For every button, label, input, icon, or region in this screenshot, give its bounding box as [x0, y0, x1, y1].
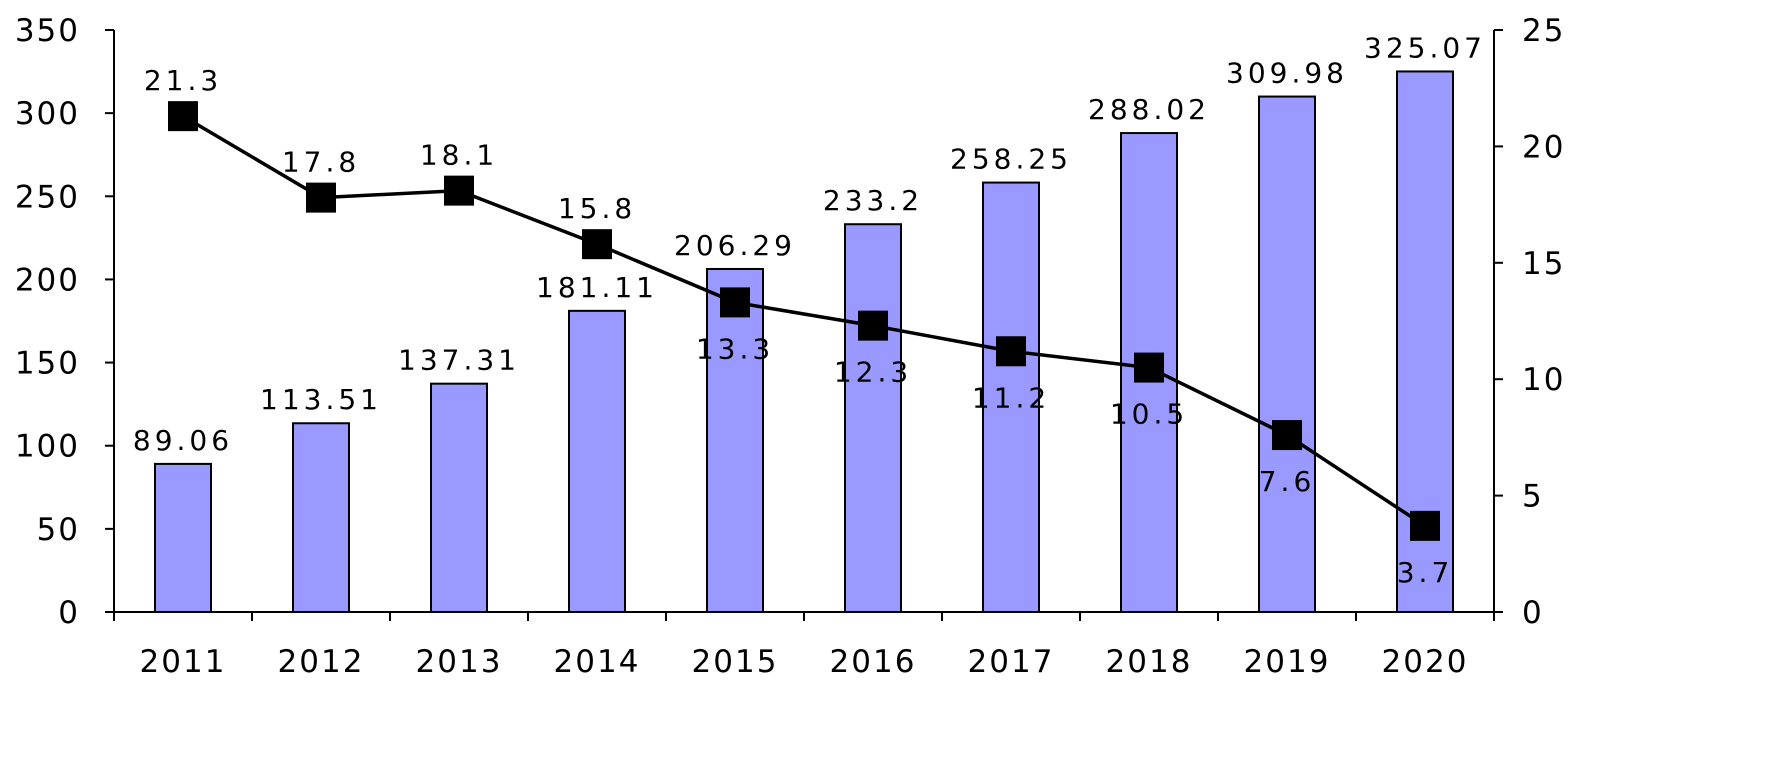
line-label-2016: 12.3 [834, 356, 912, 389]
line-label-2014: 15.8 [558, 192, 636, 225]
left-tick-label-50: 50 [37, 512, 80, 548]
bar-label-2020: 325.07 [1364, 31, 1486, 64]
x-tick-label-2017: 2017 [968, 644, 1055, 680]
x-tick-label-2013: 2013 [416, 644, 503, 680]
line-point-2014 [582, 229, 612, 260]
line-value-labels: 21.3 17.8 18.1 15.8 13.3 12.3 11.2 10.5 7.6 3.7 [144, 64, 1454, 589]
x-tick-label-2011: 2011 [140, 644, 227, 680]
bar-2011 [154, 462, 212, 613]
left-tick-label-0: 0 [58, 595, 80, 631]
x-tick-label-2019: 2019 [1244, 644, 1331, 680]
x-tick-label-2018: 2018 [1106, 644, 1193, 680]
right-tick-label-20: 20 [1522, 129, 1565, 165]
bar-label-2013: 137.31 [398, 344, 520, 377]
right-tick-label-25: 25 [1522, 13, 1565, 49]
line-point-2013 [444, 175, 474, 206]
bar-2015 [706, 267, 764, 613]
bar-2019 [1258, 95, 1316, 613]
line-label-2013: 18.1 [420, 139, 498, 172]
line-label-2017: 11.2 [972, 381, 1050, 414]
bar-value-labels: 89.06 113.51 137.31 181.11 206.29 233.2 258.25… [133, 31, 1486, 457]
bar-2014 [568, 309, 626, 613]
x-axis-ticks: 2011 2012 2013 2014 2015 2016 2017 2018 2019 2020 [113, 612, 1495, 680]
right-tick-label-15: 15 [1522, 246, 1565, 282]
line-point-2018 [1134, 352, 1164, 383]
line-label-2020: 3.7 [1397, 556, 1454, 589]
left-tick-label-100: 100 [15, 429, 80, 465]
left-tick-label-200: 200 [15, 262, 80, 298]
x-tick-label-2015: 2015 [692, 644, 779, 680]
left-tick-label-350: 350 [15, 13, 80, 49]
line-point-2017 [996, 336, 1026, 367]
bar-label-2014: 181.11 [536, 271, 658, 304]
line-point-2012 [306, 182, 336, 213]
line-label-2011: 21.3 [144, 64, 222, 97]
line-label-2018: 10.5 [1110, 398, 1188, 431]
bar-label-2016: 233.2 [823, 184, 923, 217]
left-tick-label-250: 250 [15, 179, 80, 215]
bar-label-2017: 258.25 [950, 143, 1072, 176]
bar-label-2018: 288.02 [1088, 93, 1210, 126]
left-tick-label-150: 150 [15, 346, 80, 382]
bar-label-2012: 113.51 [260, 383, 382, 416]
bar-2013 [430, 382, 488, 614]
line-point-2016 [858, 310, 888, 341]
x-tick-label-2016: 2016 [830, 644, 917, 680]
line-point-2011 [168, 101, 198, 132]
bar-label-2015: 206.29 [674, 229, 796, 262]
line-series [168, 101, 1440, 541]
bar-2018 [1120, 132, 1178, 614]
left-tick-label-300: 300 [15, 96, 80, 132]
right-y-axis-ticks: 0 5 10 15 20 25 [1494, 13, 1565, 631]
bar-label-2011: 89.06 [133, 424, 233, 457]
line-label-2012: 17.8 [282, 146, 360, 179]
right-tick-label-10: 10 [1522, 362, 1565, 398]
line-point-2020 [1410, 510, 1440, 541]
bar-2016 [844, 223, 902, 613]
line-point-2019 [1272, 420, 1302, 451]
line-label-2019: 7.6 [1259, 465, 1316, 498]
bar-2012 [292, 422, 350, 613]
x-tick-label-2012: 2012 [278, 644, 365, 680]
line-label-2015: 13.3 [696, 332, 774, 365]
left-y-axis-ticks: 0 50 100 150 200 250 300 350 [15, 13, 114, 631]
line-path [182, 114, 1426, 528]
right-tick-label-0: 0 [1522, 595, 1544, 631]
bar-label-2019: 309.98 [1226, 57, 1348, 90]
right-tick-label-5: 5 [1522, 479, 1544, 515]
x-tick-label-2020: 2020 [1382, 644, 1469, 680]
x-tick-label-2014: 2014 [554, 644, 641, 680]
line-point-2015 [720, 287, 750, 318]
